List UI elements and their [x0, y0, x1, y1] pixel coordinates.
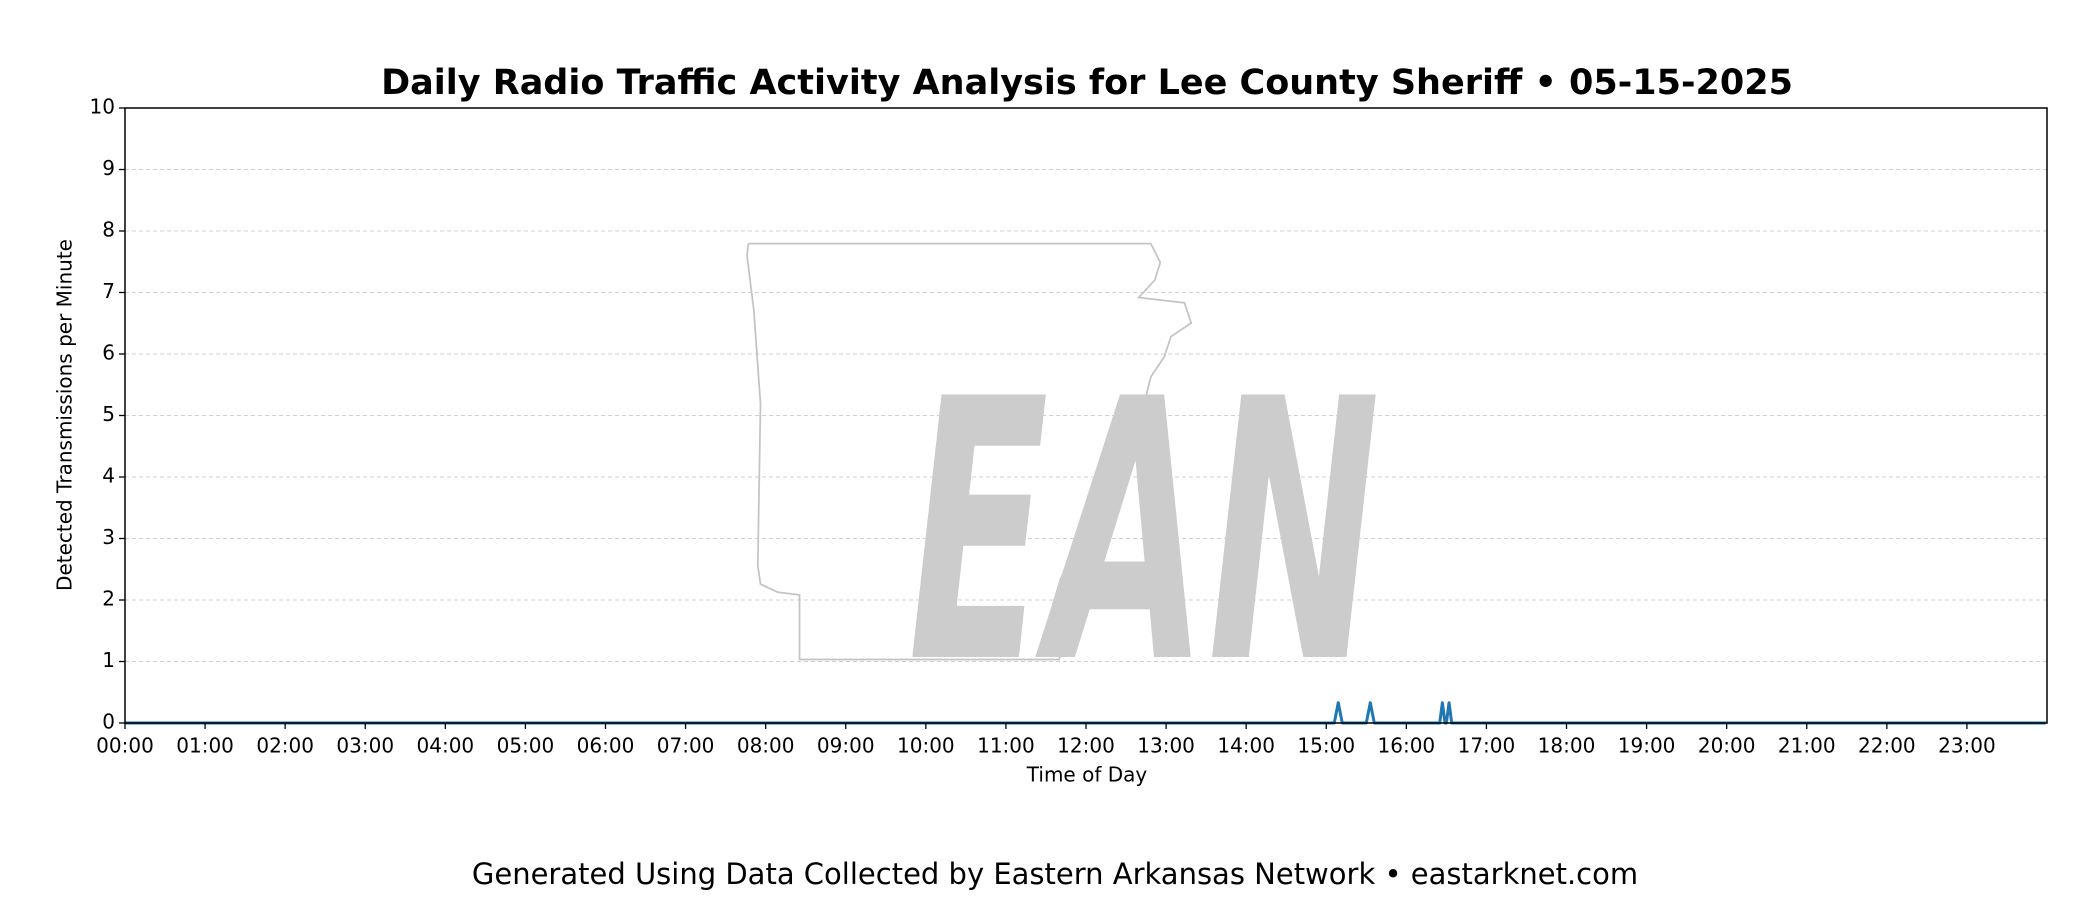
y-tick-label: 10	[90, 95, 115, 119]
x-tick-label: 03:00	[336, 734, 394, 758]
x-tick-label: 04:00	[417, 734, 475, 758]
x-tick-label: 08:00	[737, 734, 795, 758]
x-tick-label: 16:00	[1378, 734, 1436, 758]
chart-title: Daily Radio Traffic Activity Analysis fo…	[381, 63, 1793, 103]
y-tick-label: 4	[102, 464, 115, 488]
x-tick-label: 01:00	[176, 734, 234, 758]
x-tick-label: 06:00	[577, 734, 635, 758]
x-tick-label: 00:00	[96, 734, 154, 758]
x-tick-label: 10:00	[897, 734, 955, 758]
watermark-text: EAN	[908, 323, 1380, 742]
y-tick-label: 6	[102, 341, 115, 365]
x-tick-label: 22:00	[1858, 734, 1916, 758]
y-axis-label: Detected Transmissions per Minute	[53, 239, 77, 591]
footer: Generated Using Data Collected by Easter…	[472, 857, 1638, 891]
state-outline	[746, 242, 1193, 661]
y-tick-label: 3	[102, 525, 115, 549]
y-tick-label: 5	[102, 402, 115, 426]
watermark: EAN	[746, 242, 1380, 742]
x-tick-label: 07:00	[657, 734, 715, 758]
x-tick-label: 12:00	[1057, 734, 1115, 758]
x-axis-label: Time of Day	[1026, 763, 1148, 787]
x-tick-label: 11:00	[977, 734, 1035, 758]
x-tick-label: 05:00	[497, 734, 555, 758]
y-tick-label: 9	[102, 156, 115, 180]
x-tick-label: 14:00	[1217, 734, 1275, 758]
x-tick-label: 20:00	[1698, 734, 1756, 758]
x-tick-label: 02:00	[256, 734, 314, 758]
x-tick-label: 21:00	[1778, 734, 1836, 758]
y-tick-label: 7	[102, 279, 115, 303]
y-tick-label: 0	[102, 710, 115, 734]
x-tick-label: 09:00	[817, 734, 875, 758]
x-tick-label: 23:00	[1938, 734, 1996, 758]
x-tick-label: 19:00	[1618, 734, 1676, 758]
x-tick-label: 15:00	[1297, 734, 1355, 758]
y-tick-label: 2	[102, 587, 115, 611]
x-tick-label: 17:00	[1458, 734, 1516, 758]
x-tick-label: 13:00	[1137, 734, 1195, 758]
y-tick-label: 1	[102, 648, 115, 672]
y-tick-label: 8	[102, 218, 115, 242]
x-tick-label: 18:00	[1538, 734, 1596, 758]
